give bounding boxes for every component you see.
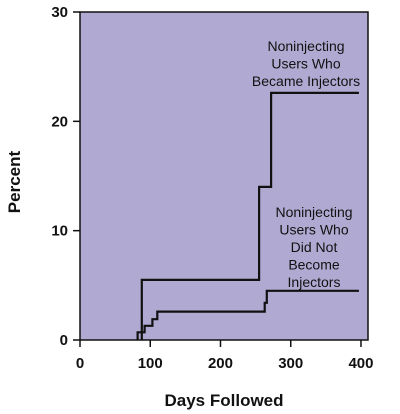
series-label-line: Noninjecting bbox=[275, 204, 352, 220]
y-tick-label: 30 bbox=[51, 4, 68, 21]
y-tick-label: 10 bbox=[51, 223, 68, 240]
y-tick-label: 20 bbox=[51, 113, 68, 130]
x-tick-label: 0 bbox=[76, 355, 84, 372]
series-label-line: Users Who bbox=[271, 56, 340, 72]
x-tick-label: 100 bbox=[138, 355, 163, 372]
x-tick-label: 300 bbox=[278, 355, 303, 372]
series-label-2: Noninjecting Users Who Did Not Become Inject… bbox=[275, 204, 352, 290]
x-axis-title: Days Followed bbox=[164, 391, 283, 410]
series-line-1 bbox=[140, 91, 359, 340]
series-line-2 bbox=[136, 289, 359, 340]
series-label-1: Noninjecting Users Who Became Injectors bbox=[252, 38, 360, 89]
series-label-line: Became Injectors bbox=[252, 73, 360, 89]
y-tick-label: 0 bbox=[60, 332, 68, 349]
plot-area bbox=[79, 11, 369, 341]
series-label-line: Did Not bbox=[291, 239, 338, 255]
x-tick-label: 400 bbox=[348, 355, 373, 372]
series-label-line: Noninjecting bbox=[267, 38, 344, 54]
series-label-line: Become bbox=[288, 257, 340, 273]
series-label-line: Injectors bbox=[288, 274, 341, 290]
y-axis-title: Percent bbox=[5, 150, 24, 213]
x-tick-label: 200 bbox=[208, 355, 233, 372]
annotations-layer: Noninjecting Users Who Became InjectorsNon… bbox=[252, 38, 360, 290]
series-label-line: Users Who bbox=[279, 222, 348, 238]
axes-layer: 0 100 200 300 400 0 10 20 30 bbox=[51, 4, 373, 372]
series-layer bbox=[136, 91, 359, 340]
